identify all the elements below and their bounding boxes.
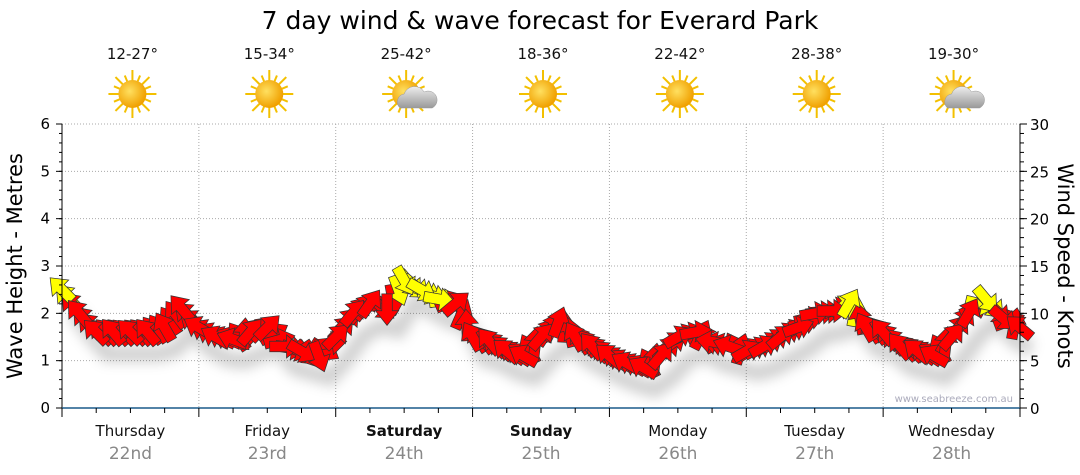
wind-arrow — [356, 289, 382, 320]
day-label: Monday — [648, 422, 707, 440]
wind-arrow — [1006, 316, 1036, 342]
date-label: 22nd — [109, 444, 152, 464]
sun-ray — [114, 76, 125, 87]
cloud-shape — [397, 86, 438, 109]
wind-arrow — [547, 306, 571, 339]
date-label: 24th — [385, 444, 424, 464]
arrow-shadow — [66, 291, 1036, 399]
temperature-range: 22-42° — [654, 45, 705, 63]
y2-axis-label: Wind Speed - Knots — [1053, 163, 1077, 368]
sun-ray — [251, 76, 262, 87]
sun-icon — [792, 70, 841, 118]
date-label: 28th — [932, 444, 971, 464]
wind-arrow — [83, 319, 111, 347]
day-label: Wednesday — [908, 422, 995, 440]
temperature-range: 19-30° — [928, 45, 979, 63]
partly-cloudy-icon — [382, 70, 438, 118]
y2-tick-label: 10 — [1030, 305, 1049, 323]
sun-disc — [255, 80, 284, 108]
wind-arrow — [170, 295, 196, 324]
date-label: 25th — [521, 444, 560, 464]
temperature-range: 25-42° — [381, 45, 432, 63]
y-tick-label: 4 — [40, 210, 50, 228]
y2-tick-label: 25 — [1030, 163, 1049, 181]
sun-ray — [388, 76, 399, 87]
wind-arrow — [937, 323, 963, 353]
date-label: 23rd — [248, 444, 287, 464]
wind-arrow — [321, 324, 349, 352]
y-tick-label: 6 — [40, 115, 50, 133]
sun-ray — [277, 101, 287, 112]
day-label: Friday — [245, 422, 291, 440]
temperature-range: 28-38° — [791, 45, 842, 63]
sun-ray — [114, 101, 125, 112]
sun-ray — [277, 76, 287, 87]
wind-arrow — [646, 342, 672, 372]
cloud-shape — [944, 86, 985, 109]
wind-arrow — [971, 283, 997, 313]
wind-arrow — [285, 338, 317, 363]
wind-arrow — [153, 312, 178, 344]
y-tick-label: 0 — [40, 399, 50, 417]
y2-tick-label: 5 — [1030, 353, 1040, 371]
temperature-range: 15-34° — [244, 45, 295, 63]
day-label: Sunday — [510, 422, 573, 440]
sun-ray — [413, 76, 424, 87]
date-label: 27th — [795, 444, 834, 464]
sun-ray — [251, 101, 262, 112]
wind-arrow — [118, 319, 146, 347]
wind-arrow — [102, 318, 128, 348]
wind-arrow — [49, 277, 77, 305]
y2-tick-label: 30 — [1030, 116, 1049, 134]
date-label: 26th — [658, 444, 697, 464]
sun-disc — [118, 80, 147, 108]
sun-disc — [529, 80, 557, 108]
sun-icon — [655, 70, 704, 118]
sun-ray — [388, 101, 399, 112]
watermark: www.seabreeze.com.au — [895, 394, 1013, 405]
wind-arrow — [307, 339, 331, 373]
wind-arrow — [508, 344, 540, 369]
y-tick-label: 5 — [40, 162, 50, 180]
sun-disc — [665, 80, 694, 108]
temperature-range: 18-36° — [517, 45, 568, 63]
wind-arrow — [252, 315, 280, 343]
sun-disc — [802, 80, 831, 108]
day-label: Tuesday — [783, 422, 845, 440]
y-tick-label: 3 — [40, 257, 50, 275]
wind-arrow — [919, 344, 951, 369]
sun-icon — [108, 70, 157, 118]
temperature-range: 12-27° — [107, 45, 158, 63]
y2-tick-label: 20 — [1030, 211, 1049, 229]
y2-tick-label: 15 — [1030, 258, 1049, 276]
y2-tick-label: 0 — [1030, 400, 1040, 418]
wind-arrow — [136, 318, 162, 348]
sun-icon — [245, 70, 294, 118]
chart-title: 7 day wind & wave forecast for Everard P… — [262, 6, 819, 35]
wind-arrow — [781, 315, 814, 339]
y-tick-label: 1 — [40, 352, 50, 370]
y-tick-label: 2 — [40, 304, 50, 322]
wind-arrow — [374, 293, 400, 326]
y-axis-label: Wave Height - Metres — [3, 153, 27, 379]
wind-arrow — [440, 292, 469, 318]
day-label: Saturday — [366, 422, 443, 440]
partly-cloudy-icon — [929, 70, 985, 118]
wind-arrow — [836, 288, 861, 320]
day-label: Thursday — [95, 422, 166, 440]
sun-icon — [519, 70, 567, 118]
